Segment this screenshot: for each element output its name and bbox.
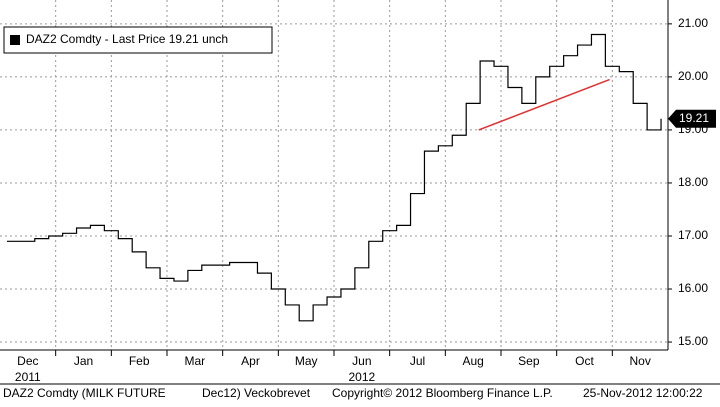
footer-text: Copyright© 2012 Bloomberg Finance L.P. [332,386,553,400]
x-tick-label: Aug [462,354,483,368]
x-year-label: 2012 [348,370,375,384]
x-tick-label: Nov [629,354,650,368]
trendline [478,78,610,131]
x-tick-label: Dec [17,354,38,368]
x-tick-label: Jun [352,354,371,368]
y-tick-label: 15.00 [678,334,708,348]
footer-text: 25-Nov-2012 12:00:22 [583,386,703,400]
price-line [6,33,662,322]
y-tick-label: 16.00 [678,281,708,295]
legend-swatch [10,35,20,45]
x-tick-label: Sep [518,354,540,368]
y-tick-label: 18.00 [678,175,708,189]
legend-box [3,26,273,54]
last-price-label: 19.21 [679,111,709,125]
x-tick-label: Oct [575,354,594,368]
x-tick-label: Jan [74,354,93,368]
y-tick-label: 21.00 [678,16,708,30]
last-price-tag [668,109,716,128]
x-tick-label: Mar [184,354,205,368]
x-tick-label: Jul [410,354,425,368]
legend: DAZ2 Comdty - Last Price 19.21 unch [3,26,273,54]
x-tick-label: Feb [129,354,150,368]
y-tick-label: 17.00 [678,228,708,242]
x-tick-label: May [295,354,318,368]
footer-text: Dec12) Veckobrevet [202,386,311,400]
x-year-label: 2011 [15,370,41,384]
footer-text: DAZ2 Comdty (MILK FUTURE [3,386,166,400]
x-tick-label: Apr [241,354,260,368]
y-tick-label: 20.00 [678,69,708,83]
legend-label: DAZ2 Comdty - Last Price 19.21 unch [26,32,228,46]
